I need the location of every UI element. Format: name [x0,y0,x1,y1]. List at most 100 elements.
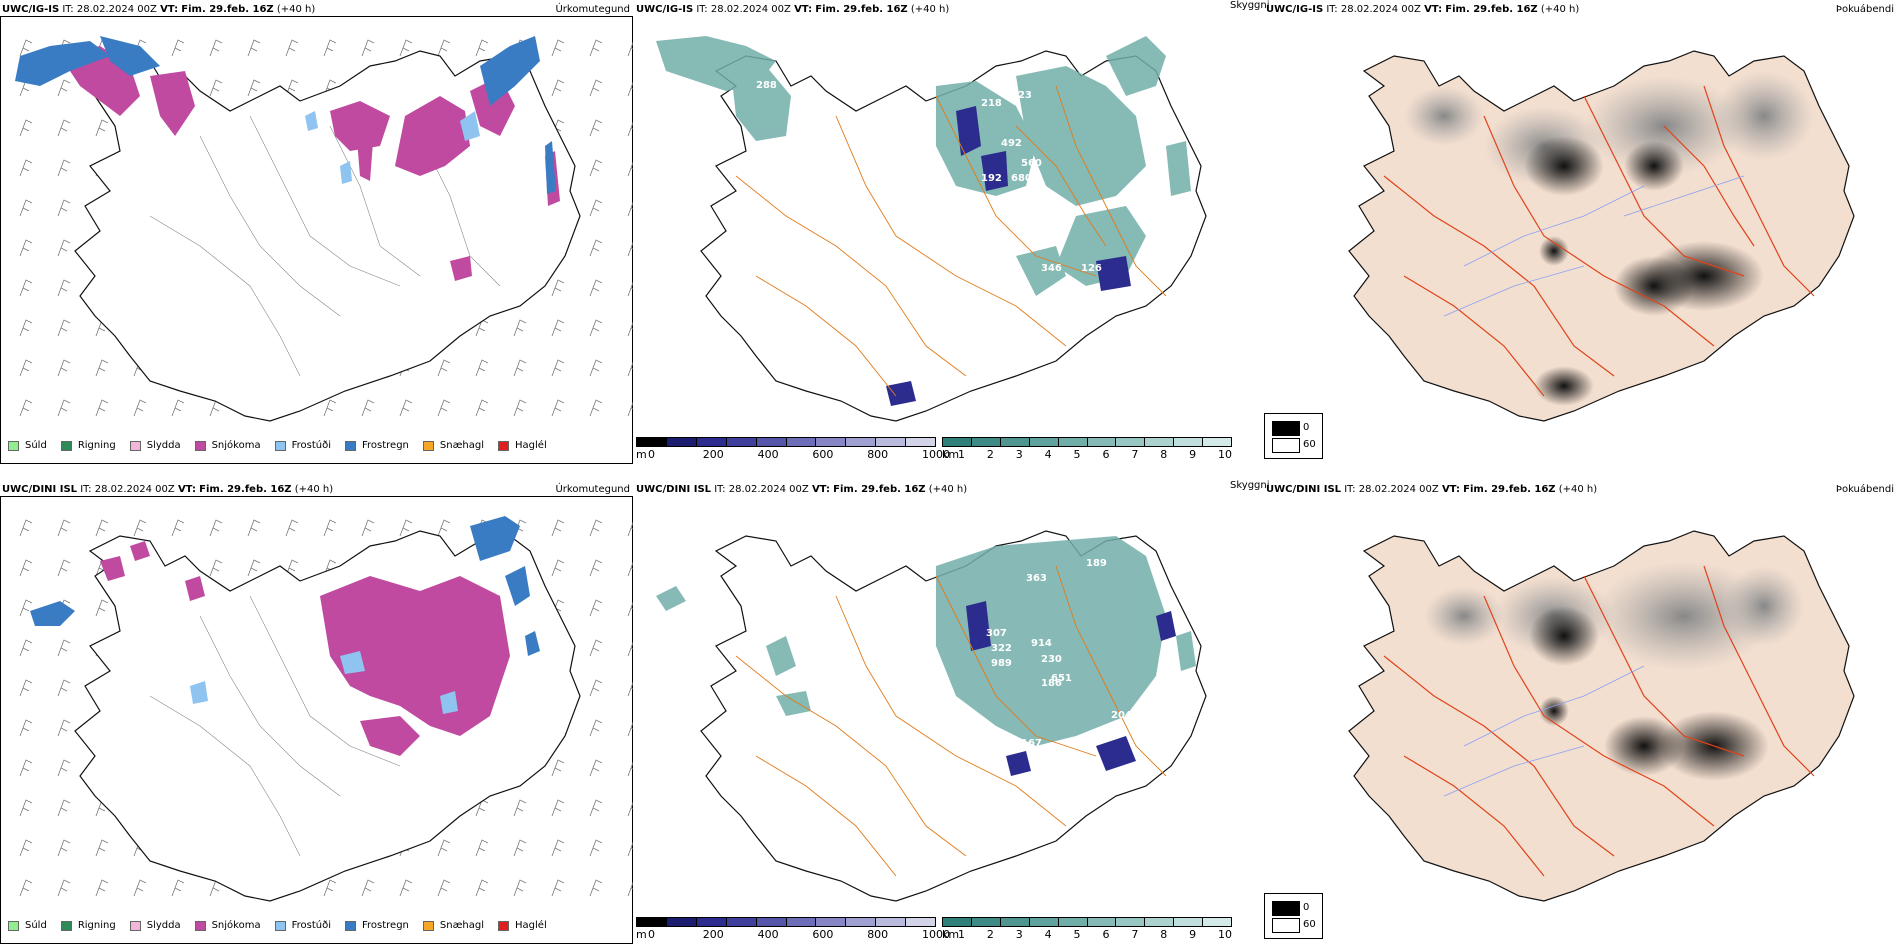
wind-barb [589,199,603,217]
map-value-label: 651 [1051,673,1072,684]
wind-barb [133,879,147,897]
colorbar-step [1087,918,1117,926]
legend-swatch [129,440,141,451]
wind-barb [589,39,603,57]
wind-barb [475,39,489,57]
panel-title: Þokuábendi [1835,484,1894,495]
fog-swatch-light [1272,438,1300,453]
wind-barb [19,39,33,57]
wind-barb [589,519,603,537]
colorbar-step [637,918,667,926]
wind-barb [589,119,603,137]
tick-label: 1000 [922,928,950,941]
panel-title: Þokuábendi [1835,4,1894,15]
tick-label: 400 [757,928,779,941]
colorbar-step [1029,438,1059,446]
colorbar-step [696,918,727,926]
wind-barb [171,519,185,537]
colorbar-step [816,438,847,446]
precip-panel-row1: UWC/IG-IS IT: 28.02.2024 00Z VT: Fim. 29… [0,0,636,465]
wind-barb [475,839,489,857]
wind-barb [627,801,633,817]
vt-label: VT: [811,484,830,495]
wind-barb [437,519,451,537]
tick-label: 0 [648,928,655,941]
colorbar-step [666,918,697,926]
tick-label: 400 [757,448,779,461]
it-value: 28.02.2024 00Z [76,4,157,15]
legend-item: Súld [8,920,47,931]
wind-barb [589,159,603,177]
vt-value: Fim. 29.feb. 16Z [833,484,926,495]
tick-label: 3 [1015,448,1023,461]
tick-label: 4 [1044,928,1052,941]
tick-label: 200 [702,448,724,461]
wind-barb [627,81,633,97]
precip-legend: Súld Rigning Slydda Snjókoma Frostúði Fr… [8,920,561,931]
tick-label: 800 [867,928,889,941]
model-name: UWC/IG-IS [636,4,694,15]
colorbar-step [906,438,936,446]
vt-label: VT: [160,4,179,15]
lead-time: (+40 h) [1540,4,1580,15]
colorbar-step [943,438,972,446]
map-value-label: 404 [706,130,727,141]
wind-barb [475,359,489,377]
wind-barb [285,519,299,537]
wind-barb [513,839,527,857]
fog-swatch-dark [1272,901,1300,916]
lead-time: (+40 h) [928,484,968,495]
model-name: UWC/IG-IS [1266,4,1324,15]
tick-label: 9 [1189,448,1197,461]
tick-label: 8 [1160,928,1168,941]
legend-swatch [498,920,510,931]
panel-header: UWC/IG-IS IT: 28.02.2024 00Z VT: Fim. 29… [1266,4,1579,15]
legend-swatch [194,440,206,451]
legend-item: Snæhagl [422,440,484,451]
wind-barb [95,119,109,137]
wind-barb [361,399,375,417]
wind-barb [627,41,633,57]
panel-title: Úrkomutegund [555,484,630,495]
legend-swatch [194,920,206,931]
fog-map [1348,530,1855,902]
colorbar-step [971,918,1001,926]
wind-barb [361,879,375,897]
vt-value: Fim. 29.feb. 16Z [1463,484,1556,495]
panel-header: UWC/IG-IS IT: 28.02.2024 00Z VT: Fim. 29… [636,4,949,15]
wind-barb [57,839,71,857]
wind-barb [95,839,109,857]
wind-barb [627,161,633,177]
wind-barb [247,39,261,57]
wind-barb [57,519,71,537]
legend-item: Haglél [498,920,547,931]
tick-label: 2 [986,928,994,941]
wind-barb [589,79,603,97]
wind-barb [627,761,633,777]
visibility-colorbar [942,437,1232,447]
lead-time: (+40 h) [276,4,316,15]
colorbar-step [786,438,817,446]
tick-label: 600 [812,448,834,461]
wind-barb [551,759,565,777]
wind-barb [19,199,33,217]
legend-item: Frostúði [274,440,331,451]
colorbar-step [846,918,877,926]
tick-label: 2 [986,448,994,461]
map-value-label: 327 [1021,188,1042,199]
wind-barb [19,639,33,657]
fog-value-high: 60 [1303,439,1316,450]
wind-barb [19,879,33,897]
colorbar-step [943,918,972,926]
wind-barb [589,639,603,657]
wind-barb [437,39,451,57]
colorbar-step [726,438,757,446]
wind-barb [19,759,33,777]
wind-barb [19,519,33,537]
wind-barb [437,839,451,857]
tick-label: 7 [1131,928,1139,941]
map-value-label: 97 [1096,733,1110,744]
fog-value-high: 60 [1303,919,1316,930]
wind-barb [551,879,565,897]
tick-label: 1 [958,928,965,941]
